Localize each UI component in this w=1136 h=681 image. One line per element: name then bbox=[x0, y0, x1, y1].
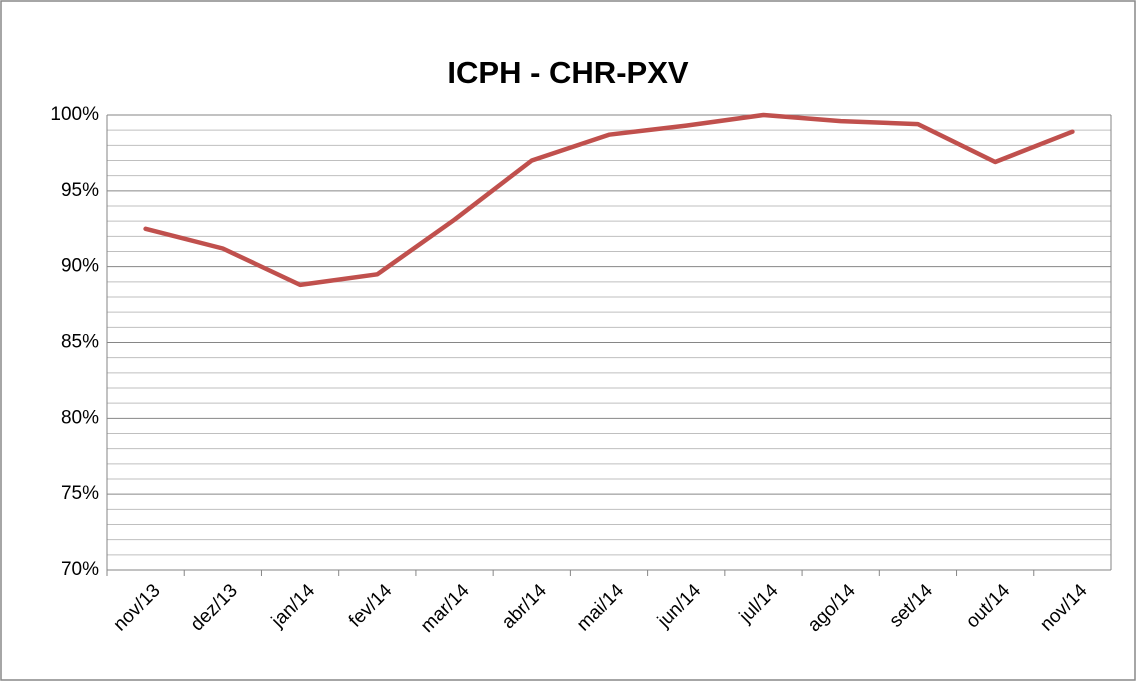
chart-title: ICPH - CHR-PXV bbox=[447, 55, 688, 90]
data-line bbox=[143, 112, 1075, 288]
y-tick-label: 70% bbox=[61, 559, 99, 580]
y-tick-label: 80% bbox=[61, 407, 99, 428]
y-tick-label: 85% bbox=[61, 332, 99, 353]
y-tick-label: 100% bbox=[50, 104, 99, 125]
y-tick-label: 90% bbox=[61, 256, 99, 277]
y-tick-label: 95% bbox=[61, 180, 99, 201]
y-tick-label: 75% bbox=[61, 483, 99, 504]
